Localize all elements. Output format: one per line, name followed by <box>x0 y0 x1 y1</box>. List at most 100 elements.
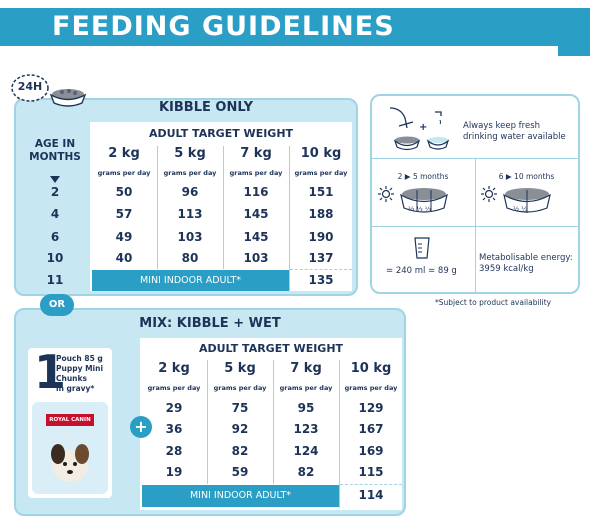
divider <box>289 146 290 291</box>
kibble-cell: 80 <box>181 251 199 265</box>
availability-note: *Subject to product availability <box>435 298 552 307</box>
kibble-cell: 151 <box>308 185 334 199</box>
header-tab <box>558 8 590 56</box>
thirds-label: ⅓ ⅓ ⅓ <box>408 205 432 213</box>
puppy-icon <box>51 444 89 482</box>
measuring-cup-icon <box>413 236 431 264</box>
bowl-thirds-icon <box>397 186 451 222</box>
water-tap-icon: + <box>385 104 455 156</box>
kibble-cell: 188 <box>308 207 334 221</box>
mix-gpd: grams per day <box>279 384 333 392</box>
kibble-cell: 57 <box>115 207 133 221</box>
bowl-halves-icon <box>500 186 554 222</box>
plus-icon: + <box>130 416 152 438</box>
kibble-cell: 116 <box>243 185 269 199</box>
kibble-cell: 49 <box>115 230 133 244</box>
mix-cell: 114 <box>358 488 384 502</box>
24h-badge <box>10 72 62 104</box>
kibble-weights-header: ADULT TARGET WEIGHT <box>148 127 294 140</box>
mix-cell: 28 <box>165 444 183 458</box>
mix-gpd: grams per day <box>213 384 267 392</box>
mix-cell: 36 <box>165 422 183 436</box>
age-cell: 2 <box>50 185 60 199</box>
svg-text:+: + <box>419 122 427 133</box>
moon-icon <box>454 190 466 209</box>
kibble-cell: 40 <box>115 251 133 265</box>
pouch-description: Pouch 85 g Puppy Mini Chunks in gravy* <box>56 354 104 393</box>
kibble-cell: 135 <box>308 273 334 287</box>
age-cell: 4 <box>50 207 60 221</box>
mix-gpd: grams per day <box>344 384 398 392</box>
kibble-cell: 103 <box>243 251 269 265</box>
period-6-10-months: 6 ▶ 10 months <box>498 172 555 181</box>
kibble-gpd: grams per day <box>163 169 217 177</box>
mix-gpd: grams per day <box>147 384 201 392</box>
page-title: FEEDING GUIDELINES <box>52 11 395 42</box>
mix-title: MIX: KIBBLE + WET <box>139 316 281 331</box>
mix-cell: 167 <box>358 422 384 436</box>
kibble-gpd: grams per day <box>294 169 348 177</box>
kibble-cell: 145 <box>243 207 269 221</box>
mix-cell: 115 <box>358 465 384 479</box>
age-cell: 11 <box>46 273 64 287</box>
header-bar <box>0 8 558 46</box>
mix-cell: 95 <box>297 401 315 415</box>
mix-cell: 124 <box>293 444 319 458</box>
mix-weight-5kg: 5 kg <box>224 361 256 376</box>
divider <box>475 226 476 292</box>
mix-cell: 92 <box>231 422 249 436</box>
kibble-mini-indoor-label: MINI INDOOR ADULT* <box>92 270 289 291</box>
kibble-only-title: KIBBLE ONLY <box>158 100 254 115</box>
kibble-cell: 103 <box>177 230 203 244</box>
mix-cell: 82 <box>231 444 249 458</box>
kibble-gpd: grams per day <box>229 169 283 177</box>
water-note: Always keep fresh drinking water availab… <box>463 121 566 142</box>
kibble-gpd: grams per day <box>97 169 151 177</box>
mix-cell: 129 <box>358 401 384 415</box>
period-2-5-months: 2 ▶ 5 months <box>397 172 449 181</box>
age-header: AGE IN MONTHS <box>29 138 81 163</box>
24h-label: 24H <box>17 80 43 93</box>
age-column <box>20 122 90 291</box>
cup-measure: = 240 ml = 89 g <box>386 266 457 276</box>
divider <box>207 360 208 484</box>
divider <box>273 360 274 484</box>
kibble-cell: 96 <box>181 185 199 199</box>
mix-weights-header: ADULT TARGET WEIGHT <box>198 342 344 355</box>
mix-cell: 75 <box>231 401 249 415</box>
divider <box>290 269 352 270</box>
or-badge: OR <box>40 294 74 316</box>
kibble-weight-2kg: 2 kg <box>108 146 140 161</box>
sun-icon <box>481 186 497 206</box>
kibble-cell: 137 <box>308 251 334 265</box>
divider <box>223 146 224 269</box>
kibble-weight-10kg: 10 kg <box>300 146 342 161</box>
mix-cell: 169 <box>358 444 384 458</box>
divider <box>475 158 476 226</box>
divider <box>339 360 340 508</box>
kibble-weight-5kg: 5 kg <box>174 146 206 161</box>
mix-mini-indoor-label: MINI INDOOR ADULT* <box>142 485 339 507</box>
mix-weight-2kg: 2 kg <box>158 361 190 376</box>
divider <box>340 484 402 485</box>
mix-cell: 19 <box>165 465 183 479</box>
mix-weight-10kg: 10 kg <box>350 361 392 376</box>
kibble-cell: 113 <box>177 207 203 221</box>
sun-icon <box>378 186 394 206</box>
kibble-cell: 145 <box>243 230 269 244</box>
metabolisable-energy: Metabolisable energy: 3959 kcal/kg <box>479 253 573 274</box>
age-cell: 6 <box>50 230 60 244</box>
kibble-weight-7kg: 7 kg <box>240 146 272 161</box>
age-cell: 10 <box>46 251 64 265</box>
halves-label: ½ ½ <box>513 205 528 213</box>
mix-cell: 123 <box>293 422 319 436</box>
header-banner: FEEDING GUIDELINES <box>0 0 590 58</box>
kibble-cell: 190 <box>308 230 334 244</box>
kibble-bowl-icon <box>48 86 88 112</box>
kibble-cell: 50 <box>115 185 133 199</box>
mix-cell: 82 <box>297 465 315 479</box>
pouch-count: 1 <box>34 345 67 399</box>
mix-table <box>140 338 402 510</box>
mix-weight-7kg: 7 kg <box>290 361 322 376</box>
age-arrow-icon <box>50 168 60 187</box>
